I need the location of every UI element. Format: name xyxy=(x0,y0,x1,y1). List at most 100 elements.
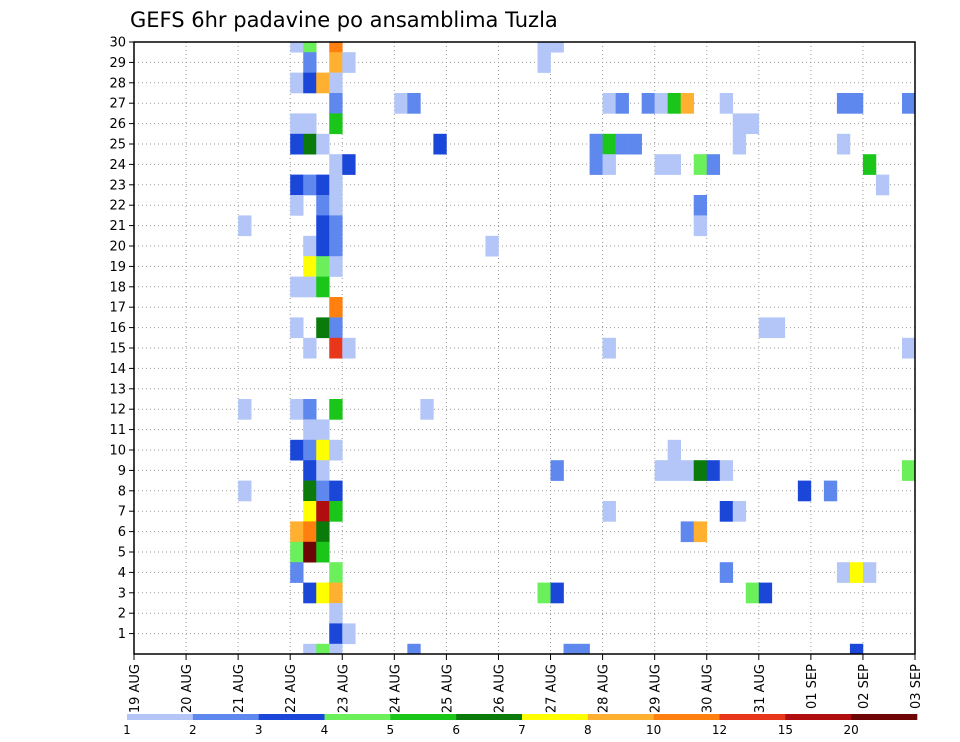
heatmap-cell xyxy=(602,93,616,114)
heatmap-cell xyxy=(329,582,343,604)
heatmap-cell xyxy=(667,154,681,175)
heatmap-cell xyxy=(329,439,343,461)
y-tick-label: 27 xyxy=(109,97,126,112)
legend-swatch xyxy=(719,714,786,720)
legend-swatch xyxy=(851,714,918,720)
legend-label: 4 xyxy=(321,723,329,737)
heatmap-cell xyxy=(329,42,343,53)
heatmap-cell xyxy=(290,195,304,216)
heatmap-cell xyxy=(680,521,695,543)
heatmap-cell xyxy=(758,317,773,339)
legend-label: 2 xyxy=(189,723,197,737)
heatmap-cell xyxy=(329,93,343,114)
heatmap-cell xyxy=(862,562,877,583)
y-axis-ticks: 1234567891011121314151617181920212223242… xyxy=(109,36,134,642)
heatmap-cell xyxy=(719,501,734,522)
x-tick-label: 30 AUG xyxy=(701,664,716,713)
heatmap-cell xyxy=(329,501,343,522)
x-tick-label: 25 AUG xyxy=(440,664,455,713)
grid-lines xyxy=(134,41,916,654)
heatmap-cell xyxy=(732,501,747,522)
heatmap-cell xyxy=(407,93,421,114)
heatmap-cell xyxy=(862,154,877,175)
legend-label: 3 xyxy=(255,723,263,737)
heatmap-cell xyxy=(316,256,330,277)
heatmap-cell xyxy=(342,52,356,73)
heatmap-cell xyxy=(693,460,708,481)
legend-label: 15 xyxy=(778,723,793,737)
y-tick-label: 3 xyxy=(118,586,126,601)
heatmap-cell xyxy=(849,643,864,655)
legend-label: 20 xyxy=(844,723,859,737)
y-tick-label: 1 xyxy=(118,627,126,642)
y-tick-label: 30 xyxy=(109,36,126,51)
heatmap-cell xyxy=(290,174,304,196)
legend-label: 5 xyxy=(387,723,395,737)
heatmap-cell xyxy=(290,276,304,298)
heatmap-cell xyxy=(329,113,343,135)
color-legend: 1 2 3 4 5 6 7 8 10 12 15 20 xyxy=(123,714,918,737)
y-tick-label: 20 xyxy=(109,240,126,255)
heatmap-cell xyxy=(303,501,317,522)
chart-title: GEFS 6hr padavine po ansamblima Tuzla xyxy=(130,8,558,32)
legend-label: 12 xyxy=(712,723,727,737)
x-tick-label: 28 AUG xyxy=(597,664,612,713)
heatmap-cell xyxy=(849,93,864,114)
heatmap-cell xyxy=(537,42,551,53)
heatmap-cell xyxy=(316,582,330,604)
heatmap-cell xyxy=(303,256,317,277)
heatmap-cell xyxy=(394,93,408,114)
heatmap-cell xyxy=(290,72,304,94)
heatmap-cell xyxy=(342,154,356,175)
heatmap-cell xyxy=(316,317,330,339)
heatmap-cell xyxy=(303,174,317,196)
heatmap-cell xyxy=(589,133,603,155)
heatmap-cell xyxy=(667,439,681,461)
heatmap-cell xyxy=(563,643,577,655)
legend-swatch xyxy=(258,714,325,720)
heatmap-cell xyxy=(329,480,343,502)
legend-label: 6 xyxy=(452,723,460,737)
heatmap-cell xyxy=(550,582,564,604)
heatmap-cell xyxy=(329,215,343,237)
heatmap-cell xyxy=(667,460,681,481)
heatmap-cell xyxy=(329,603,343,624)
legend-swatch xyxy=(324,714,391,720)
heatmap-cell xyxy=(316,501,330,522)
heatmap-cell xyxy=(316,480,330,502)
heatmap-cell xyxy=(329,643,343,655)
heatmap-cell xyxy=(745,113,760,135)
x-axis-ticks: 19 AUG 20 AUG 21 AUG 22 AUG 23 AUG 24 AUG 25 A… xyxy=(128,654,924,713)
y-tick-label: 23 xyxy=(109,178,126,193)
heatmap-cell xyxy=(316,643,330,655)
y-tick-label: 21 xyxy=(109,219,126,234)
heatmap-cell xyxy=(329,52,343,73)
x-tick-label: 22 AUG xyxy=(284,664,299,713)
heatmap-cell xyxy=(303,276,317,298)
heatmap-cell xyxy=(329,399,343,420)
x-tick-label: 23 AUG xyxy=(336,664,351,713)
y-tick-label: 13 xyxy=(109,382,126,397)
x-tick-label: 01 SEP xyxy=(805,664,820,709)
heatmap-cell xyxy=(745,582,760,604)
heatmap-cell xyxy=(303,42,317,53)
heatmap-cell xyxy=(823,480,838,502)
heatmap-cell xyxy=(316,72,330,94)
heatmap-cell xyxy=(654,93,668,114)
heatmap-cell xyxy=(303,337,317,359)
heatmap-cell xyxy=(303,439,317,461)
heatmap-cell xyxy=(797,480,812,502)
x-tick-label: 24 AUG xyxy=(388,664,403,713)
heatmap-cell xyxy=(602,154,616,175)
heatmap-cell xyxy=(290,439,304,461)
y-tick-label: 14 xyxy=(109,362,126,377)
legend-swatch xyxy=(192,714,259,720)
heatmap-cell xyxy=(771,317,786,339)
heatmap-cell xyxy=(576,643,590,655)
y-tick-label: 10 xyxy=(109,444,126,459)
legend-swatch xyxy=(653,714,720,720)
heatmap-cell xyxy=(615,93,629,114)
legend-swatch xyxy=(785,714,852,720)
heatmap-cell xyxy=(329,562,343,583)
heatmap-cell xyxy=(550,42,564,53)
